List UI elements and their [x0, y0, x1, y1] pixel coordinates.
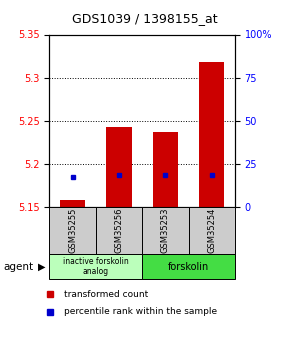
Bar [49, 207, 96, 254]
Bar [142, 207, 188, 254]
Text: percentile rank within the sample: percentile rank within the sample [64, 307, 217, 316]
Text: forskolin: forskolin [168, 262, 209, 272]
Text: inactive forskolin
analog: inactive forskolin analog [63, 257, 128, 276]
Bar [142, 254, 235, 279]
Text: GSM35254: GSM35254 [207, 208, 216, 253]
Bar [153, 132, 178, 207]
Text: agent: agent [3, 262, 33, 272]
Text: transformed count: transformed count [64, 290, 148, 299]
Text: GSM35256: GSM35256 [114, 208, 124, 253]
Bar [106, 127, 132, 207]
Text: GSM35253: GSM35253 [161, 208, 170, 253]
Text: GDS1039 / 1398155_at: GDS1039 / 1398155_at [72, 12, 218, 25]
Bar [199, 62, 224, 207]
Text: ▶: ▶ [38, 262, 46, 272]
Text: GSM35255: GSM35255 [68, 208, 77, 253]
Bar [49, 254, 142, 279]
Bar [60, 200, 85, 207]
Bar [96, 207, 142, 254]
Bar [188, 207, 235, 254]
